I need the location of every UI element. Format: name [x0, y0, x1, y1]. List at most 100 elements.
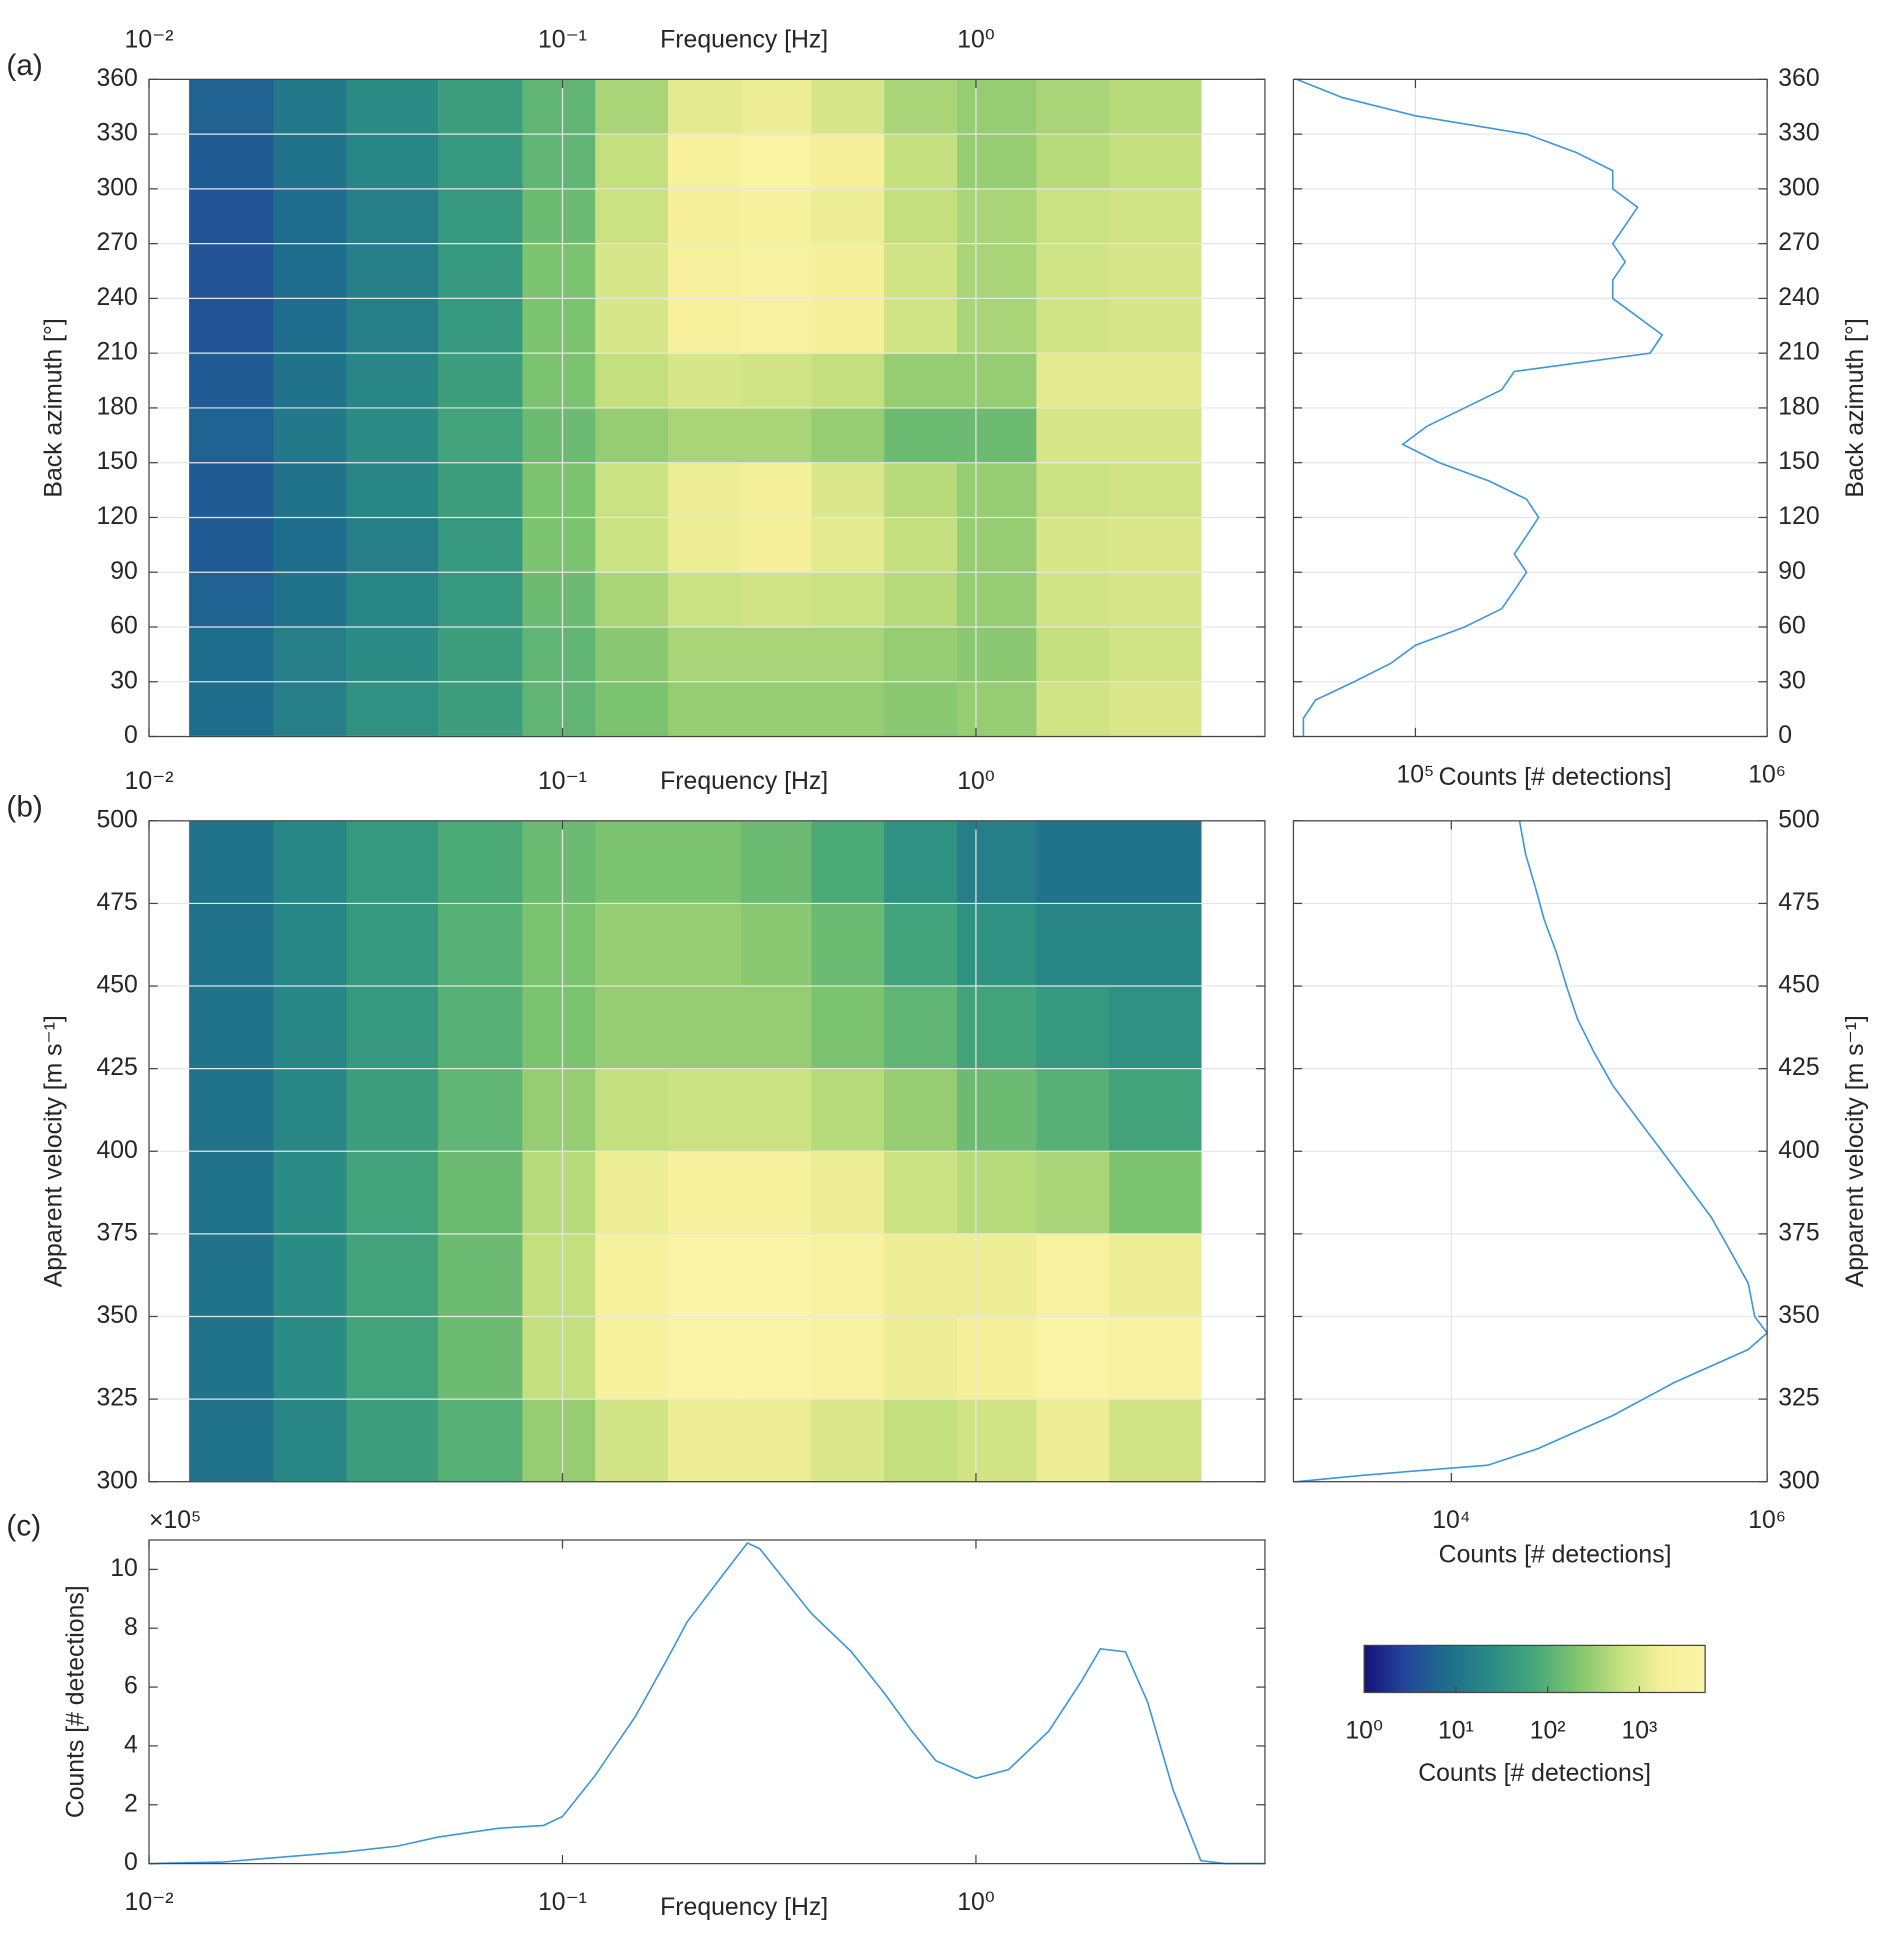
heatmap-cell [1036, 820, 1110, 905]
heatmap-cell [668, 1068, 742, 1152]
heatmap-cell [811, 243, 885, 300]
heatmap-cell [740, 188, 813, 245]
heatmap-cell [438, 298, 524, 354]
heatmap-cell [957, 986, 1037, 1070]
y-tick-label: 60 [1778, 613, 1806, 640]
y-tick-label: 360 [1778, 65, 1819, 92]
heatmap-cell [273, 1151, 347, 1235]
heatmap-cell [884, 820, 958, 905]
heatmap-cell [957, 407, 1037, 464]
heatmap-cell [438, 407, 524, 464]
heatmap-cell [884, 1233, 958, 1318]
heatmap-cell [595, 517, 669, 573]
x-tick-label: 10⁵ [1396, 762, 1434, 789]
x-axis-label: Frequency [Hz] [660, 768, 828, 795]
heatmap-cell [668, 517, 742, 573]
heatmap-cell [1109, 681, 1202, 738]
heatmap-cell [273, 188, 347, 245]
heatmap-cell [1036, 986, 1110, 1070]
heatmap-cell [522, 681, 596, 738]
heatmap-cell [595, 79, 669, 135]
heatmap-cell [595, 1316, 669, 1400]
y-tick-label: 375 [1778, 1219, 1819, 1246]
heatmap-cell [811, 188, 885, 245]
heatmap-cell [740, 1399, 813, 1483]
heatmap-cell [189, 353, 275, 409]
heatmap-cell [884, 986, 958, 1070]
heatmap-cell [438, 1233, 524, 1318]
heatmap-cell [668, 134, 742, 190]
heatmap-cell [522, 1233, 596, 1318]
y-axis-label: Apparent velocity [m s⁻¹] [1842, 1015, 1869, 1287]
x-axis-label: Frequency [Hz] [660, 26, 828, 53]
y-tick-label: 350 [96, 1302, 137, 1329]
heatmap-cell [522, 626, 596, 683]
x-tick-label: 10⁰ [957, 1889, 995, 1916]
heatmap-cell [595, 298, 669, 354]
heatmap-cell [595, 626, 669, 683]
heatmap-cell [1109, 572, 1202, 628]
y-tick-label: 350 [1778, 1302, 1819, 1329]
y-tick-label: 180 [1778, 393, 1819, 420]
heatmap-cell [1109, 1233, 1202, 1318]
heatmap-cell [740, 407, 813, 464]
heatmap-cell [740, 681, 813, 738]
heatmap-cell [1036, 903, 1110, 987]
heatmap-cell [273, 243, 347, 300]
x-axis-label: Frequency [Hz] [660, 1894, 828, 1921]
heatmap-cell [522, 79, 596, 135]
y-axis-label: Back azimuth [°] [1842, 318, 1869, 497]
heatmap-cell [884, 517, 958, 573]
heatmap-cell [1036, 626, 1110, 683]
heatmap-cell [522, 820, 596, 905]
heatmap-cell [884, 462, 958, 519]
y-tick-label: 300 [1778, 174, 1819, 201]
heatmap-cell [811, 681, 885, 738]
heatmap-cell [957, 517, 1037, 573]
colorbar-tick-label: 10⁰ [1345, 1718, 1383, 1745]
heatmap-cell [438, 1151, 524, 1235]
heatmap-cell [273, 1068, 347, 1152]
heatmap-cell [189, 626, 275, 683]
heatmap-cell [668, 1316, 742, 1400]
heatmap-cell [1036, 572, 1110, 628]
x-tick-label: 10⁶ [1748, 762, 1786, 789]
heatmap-cell [1109, 1068, 1202, 1152]
y-tick-label: 6 [124, 1673, 138, 1700]
heatmap-cell [273, 1233, 347, 1318]
y-tick-label: 325 [96, 1385, 137, 1412]
y-tick-label: 475 [1778, 889, 1819, 916]
line [1296, 820, 1769, 1483]
heatmap-cell [884, 1151, 958, 1235]
y-tick-label: 450 [1778, 972, 1819, 999]
y-tick-label: 180 [96, 393, 137, 420]
heatmap-cell [957, 903, 1037, 987]
heatmap-cell [740, 572, 813, 628]
heatmap-cell [346, 1151, 439, 1235]
heatmap [189, 79, 1202, 738]
heatmap-cell [740, 298, 813, 354]
heatmap-cell [957, 79, 1037, 135]
heatmap-cell [740, 626, 813, 683]
axes: 0 30 60 90 120 150 180 210 240 270 300 330 360 10⁵ 10⁶… [1293, 65, 1869, 791]
heatmap-cell [1109, 188, 1202, 245]
heatmap-cell [438, 1068, 524, 1152]
heatmap-cell [668, 1233, 742, 1318]
heatmap-cell [1109, 298, 1202, 354]
heatmap-cell [273, 353, 347, 409]
heatmap-cell [522, 1068, 596, 1152]
heatmap-cell [668, 903, 742, 987]
y-tick-label: 60 [110, 613, 138, 640]
y-tick-label: 300 [96, 174, 137, 201]
heatmap-cell [346, 820, 439, 905]
heatmap-cell [740, 1151, 813, 1235]
y-tick-label: 425 [1778, 1054, 1819, 1081]
y-tick-label: 150 [1778, 448, 1819, 475]
heatmap-cell [1109, 462, 1202, 519]
plot-frame [148, 1539, 1266, 1865]
heatmap-cell [668, 820, 742, 905]
heatmap-cell [189, 407, 275, 464]
heatmap-cell [346, 1316, 439, 1400]
heatmap-cell [740, 517, 813, 573]
